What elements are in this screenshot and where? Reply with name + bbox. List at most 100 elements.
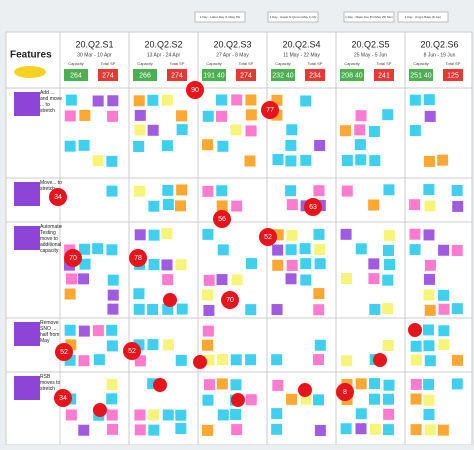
sticky (92, 243, 104, 255)
badge-value: 77 (266, 107, 274, 114)
sticky (438, 289, 450, 301)
sticky (230, 124, 242, 136)
sticky (133, 288, 145, 300)
sticky (230, 379, 242, 391)
total-value: 274 (171, 72, 183, 79)
sprint-name: 20.Q2.S1 (75, 39, 113, 49)
sticky (245, 258, 257, 270)
sticky (134, 229, 146, 241)
row-label: Remove SNO ... half from May (40, 320, 60, 344)
sticky (245, 125, 257, 137)
sticky (216, 378, 228, 390)
sticky (299, 243, 311, 255)
sticky (162, 303, 174, 315)
note-text: 1 Day - King's Bday (8 Jun) (405, 15, 441, 19)
sticky (245, 304, 257, 316)
sticky (230, 408, 242, 420)
capacity-label: Capacity (137, 61, 153, 66)
badge-dot (298, 383, 312, 397)
capacity-value: 266 (139, 72, 151, 79)
sticky (383, 229, 395, 241)
sticky (175, 409, 187, 421)
sticky (437, 154, 449, 166)
sticky (245, 109, 257, 121)
sticky (106, 324, 118, 336)
sticky (92, 325, 104, 337)
sticky (272, 244, 284, 256)
sprint-name: 20.Q2.S2 (144, 39, 182, 49)
badge (186, 81, 204, 99)
sticky (313, 228, 325, 240)
sticky (107, 274, 119, 286)
sticky (271, 423, 283, 435)
sprint-dates: 25 May - 5 Jun (354, 52, 387, 58)
sticky (423, 155, 435, 167)
total-box (443, 69, 463, 81)
sprint-dates: 30 Mar - 10 Apr (77, 52, 112, 58)
sticky (423, 273, 435, 285)
capacity-label: Capacity (206, 61, 222, 66)
sticky (368, 199, 380, 211)
row-label-sticky (14, 376, 40, 400)
sticky (175, 200, 187, 212)
sticky (245, 94, 257, 106)
row-label: Automated Testing move to additional cap… (40, 224, 62, 254)
sticky (161, 228, 173, 240)
sticky (285, 155, 297, 167)
sticky (368, 125, 380, 137)
capacity-value: 264 (70, 72, 82, 79)
note-text: 1 Day - Major Ave Prt (May 25) Mon (345, 15, 393, 19)
sticky (424, 424, 436, 436)
sticky (107, 95, 119, 107)
badge-dot (163, 293, 177, 307)
sticky (231, 200, 243, 212)
sticky (176, 184, 188, 196)
sticky (106, 340, 118, 352)
sticky (341, 273, 353, 285)
sticky (451, 244, 463, 256)
sticky (92, 155, 104, 167)
sticky (409, 244, 421, 256)
sticky (285, 185, 297, 197)
sticky (438, 244, 450, 256)
sticky (272, 229, 284, 241)
sticky (340, 228, 352, 240)
sticky (437, 424, 449, 436)
badge (123, 342, 141, 360)
capacity-label: Capacity (344, 61, 360, 66)
row-label: Add ... and move ... to stretch (40, 90, 62, 114)
sticky (65, 339, 77, 351)
sticky (65, 273, 77, 285)
sticky (107, 303, 119, 315)
sticky (368, 378, 380, 390)
total-label: Total SP (377, 61, 392, 66)
sticky (286, 259, 298, 271)
sticky (423, 408, 435, 420)
total-box (236, 69, 256, 81)
sticky (382, 303, 394, 315)
total-box (98, 69, 118, 81)
row-label-box: Remove SNO ... half from May (40, 320, 60, 344)
sticky (410, 378, 422, 390)
capacity-value: 251 40 (410, 72, 432, 79)
badge-value: 34 (59, 395, 67, 402)
row-label-box: Automated Testing move to additional cap… (40, 224, 62, 254)
sticky (64, 324, 76, 336)
badge (221, 291, 239, 309)
capacity-value: 232 40 (272, 72, 294, 79)
total-value: 241 (378, 72, 390, 79)
sticky (369, 303, 381, 315)
total-value: 125 (447, 72, 459, 79)
sticky (314, 339, 326, 351)
badge (304, 198, 322, 216)
sticky (383, 259, 395, 271)
logo (14, 66, 46, 78)
sticky (410, 393, 422, 405)
sticky (217, 354, 229, 366)
capacity-box (133, 69, 157, 81)
sprint-dates: 27 Apr - 8 May (216, 52, 249, 58)
sticky (148, 259, 160, 271)
sticky (106, 393, 118, 405)
badge-dot (93, 403, 107, 417)
sticky (133, 185, 145, 197)
